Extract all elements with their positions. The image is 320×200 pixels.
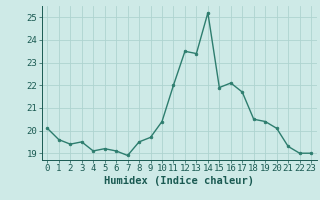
X-axis label: Humidex (Indice chaleur): Humidex (Indice chaleur) — [104, 176, 254, 186]
